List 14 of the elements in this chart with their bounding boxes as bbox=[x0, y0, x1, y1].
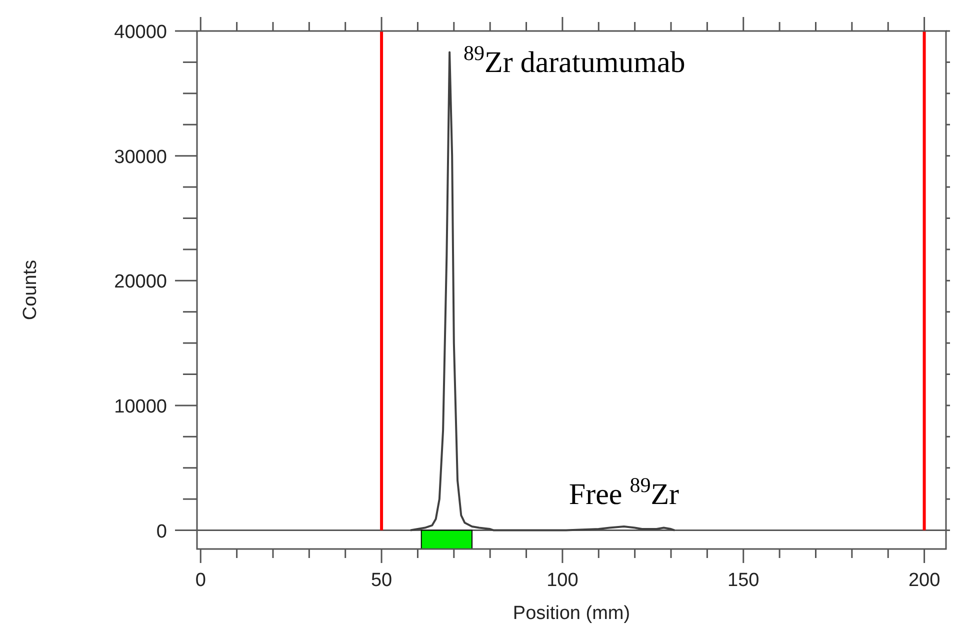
x-tick-label: 0 bbox=[195, 570, 206, 591]
y-tick-label: 10000 bbox=[114, 396, 167, 418]
y-tick-label: 20000 bbox=[114, 272, 167, 293]
y-tick-label: 30000 bbox=[114, 146, 167, 168]
x-tick-label: 50 bbox=[370, 570, 392, 591]
y-tick-label: 40000 bbox=[114, 22, 167, 43]
annotation: Free $^{89}$Zr bbox=[568, 472, 680, 511]
annotation: $^{89}$Zr daratumumab bbox=[464, 41, 686, 80]
x-tick-label: 200 bbox=[908, 570, 940, 591]
x-tick-label: 150 bbox=[728, 570, 760, 591]
y-tick-label: 0 bbox=[156, 521, 167, 542]
x-axis-title: Position (mm) bbox=[512, 603, 630, 624]
y-axis-title: Counts bbox=[20, 260, 41, 320]
x-tick-label: 100 bbox=[546, 570, 578, 591]
